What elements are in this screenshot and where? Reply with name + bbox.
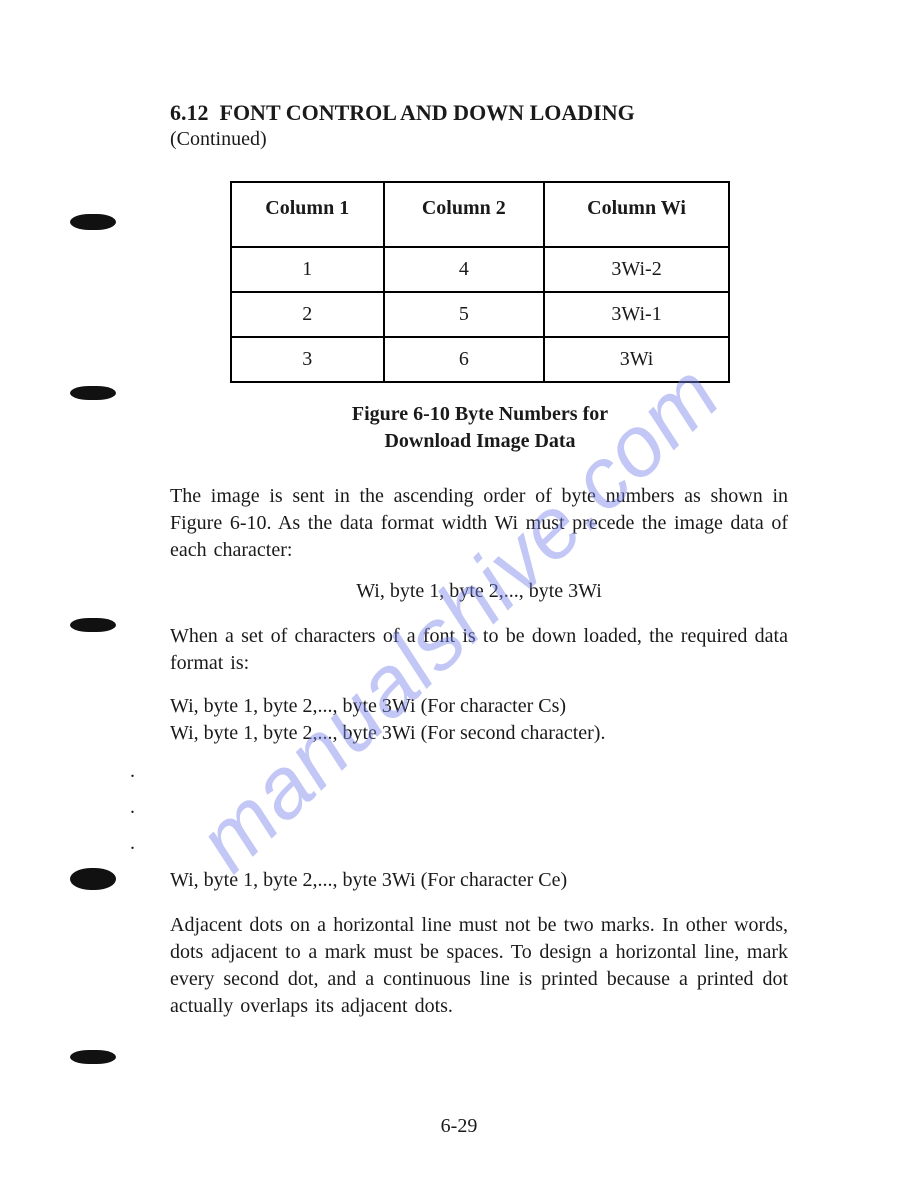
- table-cell: 5: [384, 292, 545, 337]
- table-cell: 3Wi-2: [544, 247, 729, 292]
- format-line: Wi, byte 1, byte 2,..., byte 3Wi (For ch…: [170, 867, 788, 894]
- table: Column 1 Column 2 Column Wi 1 4 3Wi-2 2 …: [230, 181, 730, 383]
- table-cell: 4: [384, 247, 545, 292]
- binding-mark: [70, 868, 116, 890]
- figure-caption: Figure 6-10 Byte Numbers for Download Im…: [230, 401, 730, 455]
- table-cell: 6: [384, 337, 545, 382]
- byte-sequence-line: Wi, byte 1, byte 2,..., byte 3Wi: [170, 580, 788, 603]
- binding-mark: [70, 1050, 116, 1064]
- paragraph: Adjacent dots on a horizontal line must …: [170, 912, 788, 1020]
- ellipsis-dot: .: [130, 753, 788, 789]
- binding-mark: [70, 214, 116, 230]
- table-row: 1 4 3Wi-2: [231, 247, 729, 292]
- binding-mark: [70, 618, 116, 632]
- section-title: FONT CONTROL AND DOWN LOADING: [220, 100, 635, 125]
- table-header-cell: Column 1: [231, 182, 384, 247]
- byte-number-table: Column 1 Column 2 Column Wi 1 4 3Wi-2 2 …: [230, 181, 788, 383]
- table-cell: 1: [231, 247, 384, 292]
- table-cell: 2: [231, 292, 384, 337]
- figure-caption-line: Figure 6-10 Byte Numbers for: [352, 403, 608, 425]
- table-cell: 3: [231, 337, 384, 382]
- section-continued: (Continued): [170, 128, 788, 151]
- paragraph: The image is sent in the ascending order…: [170, 483, 788, 564]
- table-row: 2 5 3Wi-1: [231, 292, 729, 337]
- figure-caption-line: Download Image Data: [384, 430, 575, 452]
- table-row: 3 6 3Wi: [231, 337, 729, 382]
- format-line: Wi, byte 1, byte 2,..., byte 3Wi (For se…: [170, 720, 788, 747]
- table-header-cell: Column 2: [384, 182, 545, 247]
- section-heading: 6.12 FONT CONTROL AND DOWN LOADING: [170, 100, 788, 126]
- format-line: Wi, byte 1, byte 2,..., byte 3Wi (For ch…: [170, 693, 788, 720]
- ellipsis-dot: .: [130, 789, 788, 825]
- table-cell: 3Wi: [544, 337, 729, 382]
- paragraph: When a set of characters of a font is to…: [170, 623, 788, 677]
- table-cell: 3Wi-1: [544, 292, 729, 337]
- page-number: 6-29: [0, 1115, 918, 1138]
- table-header-row: Column 1 Column 2 Column Wi: [231, 182, 729, 247]
- table-header-cell: Column Wi: [544, 182, 729, 247]
- section-number: 6.12: [170, 100, 209, 125]
- page: manualshive.com 6.12 FONT CONTROL AND DO…: [0, 0, 918, 1188]
- ellipsis-dots: . . .: [130, 753, 788, 861]
- binding-mark: [70, 386, 116, 400]
- ellipsis-dot: .: [130, 825, 788, 861]
